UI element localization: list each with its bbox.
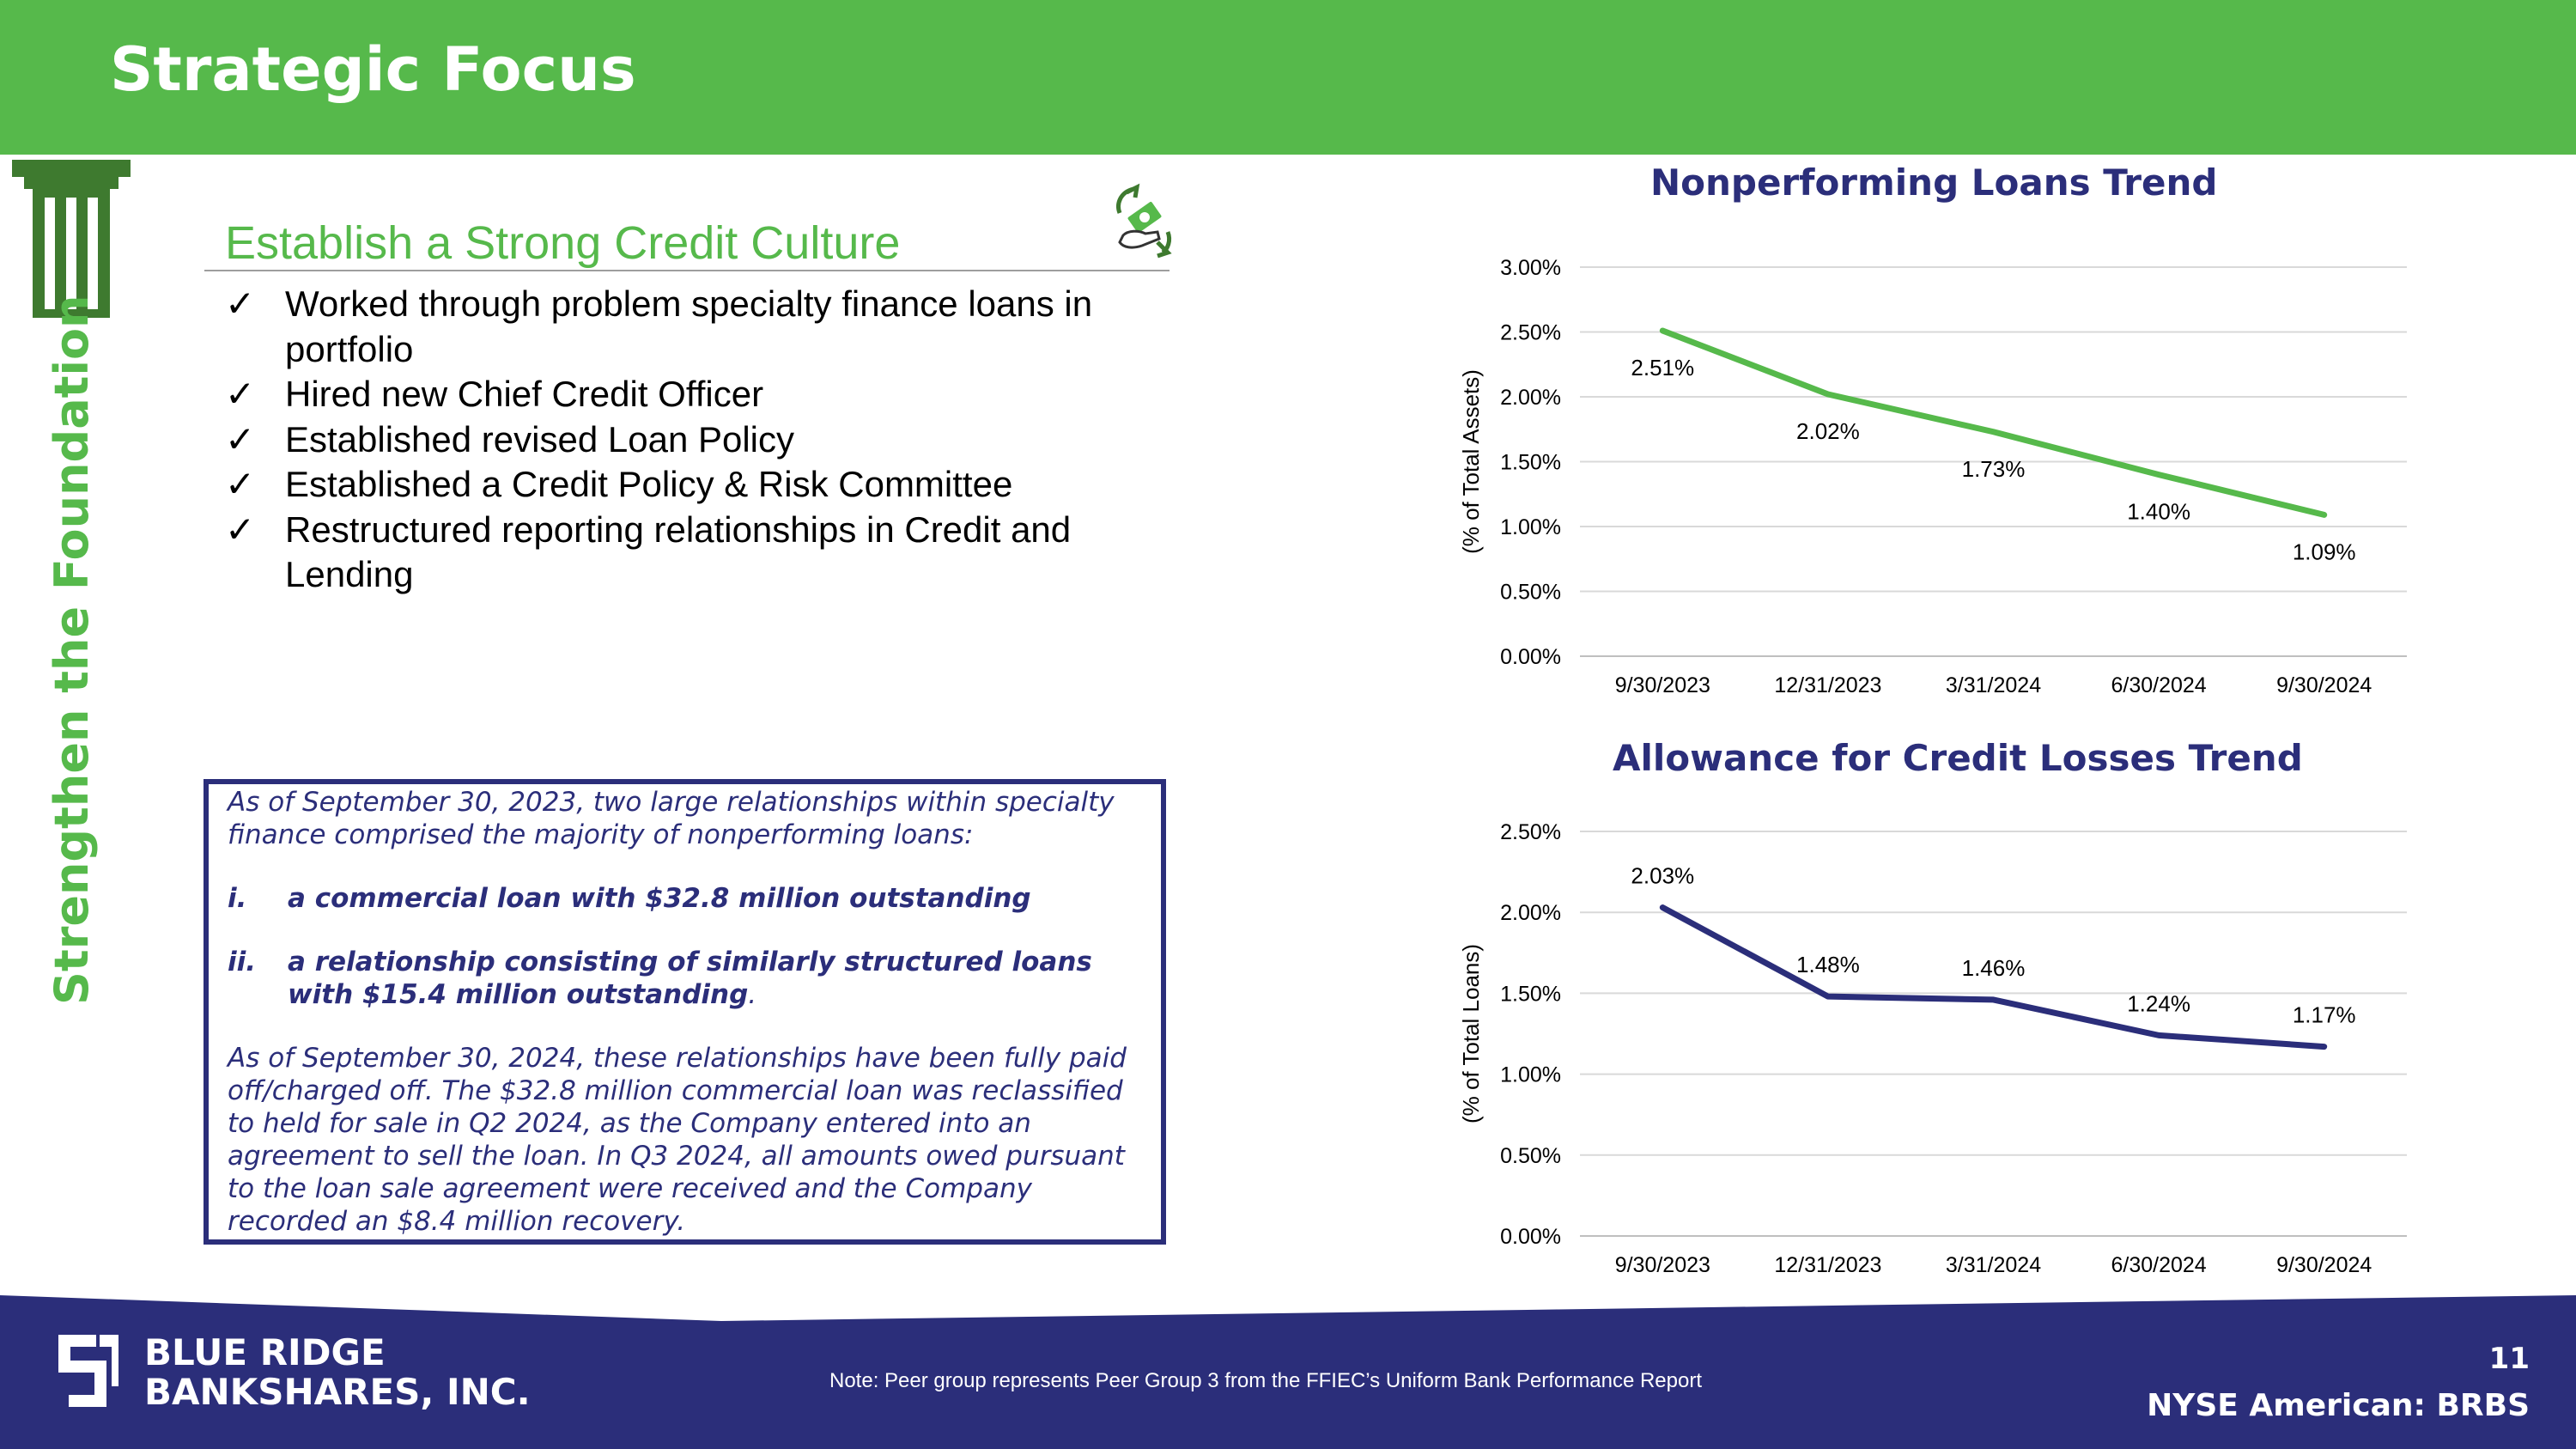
y-tick-label: 0.00%	[1500, 645, 1561, 669]
x-tick-label: 3/31/2024	[1946, 673, 2041, 697]
y-tick-label: 0.50%	[1500, 581, 1561, 605]
y-axis-label: (% of Total Loans)	[1458, 944, 1484, 1123]
note-item-number: i.	[228, 883, 247, 914]
data-point	[1990, 429, 1996, 435]
data-label: 1.17%	[2293, 1002, 2356, 1028]
x-tick-label: 6/30/2024	[2111, 673, 2206, 697]
footer-band	[0, 1295, 2576, 1449]
data-label: 1.09%	[2293, 539, 2356, 564]
data-label: 2.03%	[1631, 863, 1694, 889]
allowance-credit-losses-chart: 0.00% 0.50% 1.00% 1.50% 2.00% 2.50% 9/30/2023 1…	[1458, 820, 2407, 1277]
heading-divider	[204, 270, 1170, 271]
list-item: ✓ Restructured reporting relationships in…	[225, 508, 1170, 598]
list-item: ✓ Established revised Loan Policy	[225, 417, 1170, 463]
nonperforming-loans-chart: 0.00% 0.50% 1.00% 1.50% 2.00% 2.50% 3.00% 9/30/…	[1458, 256, 2407, 697]
check-mark-icon: ✓	[225, 508, 256, 550]
note-closing: As of September 30, 2024, these relation…	[228, 1043, 1127, 1237]
page-number: 11	[2488, 1342, 2530, 1376]
y-tick-label: 2.00%	[1500, 386, 1561, 410]
x-tick-label: 3/31/2024	[1946, 1253, 2041, 1277]
list-item: ✓ Hired new Chief Credit Officer	[225, 372, 1170, 417]
x-tick-label: 12/31/2023	[1774, 1253, 1881, 1277]
y-tick-label: 3.00%	[1500, 256, 1561, 280]
vertical-section-label: Strengthen the Foundation	[45, 295, 99, 1005]
data-point	[1660, 327, 1666, 333]
data-label: 1.24%	[2127, 990, 2190, 1016]
x-tick-label: 9/30/2023	[1615, 673, 1710, 697]
page-title: Strategic Focus	[110, 34, 636, 105]
note-item: ii. a relationship consisting of similar…	[228, 946, 1135, 1011]
y-tick-label: 1.00%	[1500, 1063, 1561, 1087]
note-item-suffix: .	[748, 979, 757, 1010]
bullet-text: Established revised Loan Policy	[285, 418, 795, 460]
footer-note: Note: Peer group represents Peer Group 3…	[829, 1369, 1702, 1392]
data-label: 1.48%	[1796, 952, 1860, 977]
y-tick-label: 0.50%	[1500, 1144, 1561, 1168]
x-tick-label: 6/30/2024	[2111, 1253, 2206, 1277]
company-name-line1: BLUE RIDGE	[144, 1331, 386, 1373]
nonperforming-note-box: As of September 30, 2023, two large rela…	[204, 779, 1166, 1245]
y-tick-label: 1.00%	[1500, 515, 1561, 539]
note-item-text: a relationship consisting of similarly s…	[288, 947, 1092, 1010]
bullet-text: Hired new Chief Credit Officer	[285, 374, 764, 414]
data-point	[1990, 996, 1996, 1002]
note-item: i. a commercial loan with $32.8 million …	[228, 882, 1135, 915]
data-point	[2156, 1032, 2162, 1038]
y-tick-label: 2.50%	[1500, 820, 1561, 844]
header-band	[0, 0, 2576, 155]
data-point	[2321, 1044, 2327, 1050]
chart-title-allowance: Allowance for Credit Losses Trend	[1613, 737, 2303, 779]
y-tick-label: 0.00%	[1500, 1225, 1561, 1249]
x-tick-label: 12/31/2023	[1774, 673, 1881, 697]
x-tick-label: 9/30/2023	[1615, 1253, 1710, 1277]
y-axis-label: (% of Total Assets)	[1458, 369, 1484, 554]
company-name: BLUE RIDGE BANKSHARES, INC.	[144, 1333, 531, 1412]
series-line	[1659, 327, 2328, 518]
y-tick-label: 2.00%	[1500, 901, 1561, 925]
bullet-text: Restructured reporting relationships in …	[285, 508, 1072, 595]
accomplishments-list: ✓ Worked through problem specialty financ…	[225, 282, 1170, 598]
data-label: 2.02%	[1796, 418, 1860, 444]
section-heading: Establish a Strong Credit Culture	[225, 217, 901, 269]
data-point	[2321, 512, 2327, 518]
data-label: 1.73%	[1962, 456, 2026, 482]
check-mark-icon: ✓	[225, 418, 256, 460]
check-mark-icon: ✓	[225, 464, 256, 504]
bullet-text: Worked through problem specialty finance…	[285, 283, 1093, 369]
y-tick-label: 1.50%	[1500, 982, 1561, 1006]
note-item-text: a commercial loan with $32.8 million out…	[288, 883, 1031, 914]
bullet-text: Established a Credit Policy & Risk Commi…	[285, 464, 1013, 504]
check-mark-icon: ✓	[225, 283, 256, 324]
chart-title-nonperforming: Nonperforming Loans Trend	[1650, 161, 2218, 204]
list-item: ✓ Worked through problem specialty financ…	[225, 282, 1170, 372]
list-item: ✓ Established a Credit Policy & Risk Comm…	[225, 462, 1170, 508]
x-tick-label: 9/30/2024	[2276, 1253, 2372, 1277]
check-mark-icon: ✓	[225, 374, 256, 414]
pillar-icon	[12, 160, 131, 318]
note-intro: As of September 30, 2023, two large rela…	[228, 787, 1115, 850]
data-label: 1.46%	[1962, 955, 2026, 981]
note-item-number: ii.	[228, 947, 257, 977]
data-label: 1.40%	[2127, 499, 2190, 525]
data-label: 2.51%	[1631, 355, 1694, 381]
company-name-line2: BANKSHARES, INC.	[144, 1371, 531, 1413]
data-point	[2156, 472, 2162, 478]
blue-ridge-logo-icon	[58, 1335, 118, 1407]
data-point	[1825, 391, 1831, 397]
money-refresh-icon	[1116, 183, 1172, 259]
data-point	[1825, 994, 1831, 1000]
data-point	[1660, 904, 1666, 910]
stock-ticker: NYSE American: BRBS	[2147, 1388, 2530, 1423]
x-tick-label: 9/30/2024	[2276, 673, 2372, 697]
y-tick-label: 2.50%	[1500, 321, 1561, 345]
y-tick-label: 1.50%	[1500, 451, 1561, 475]
